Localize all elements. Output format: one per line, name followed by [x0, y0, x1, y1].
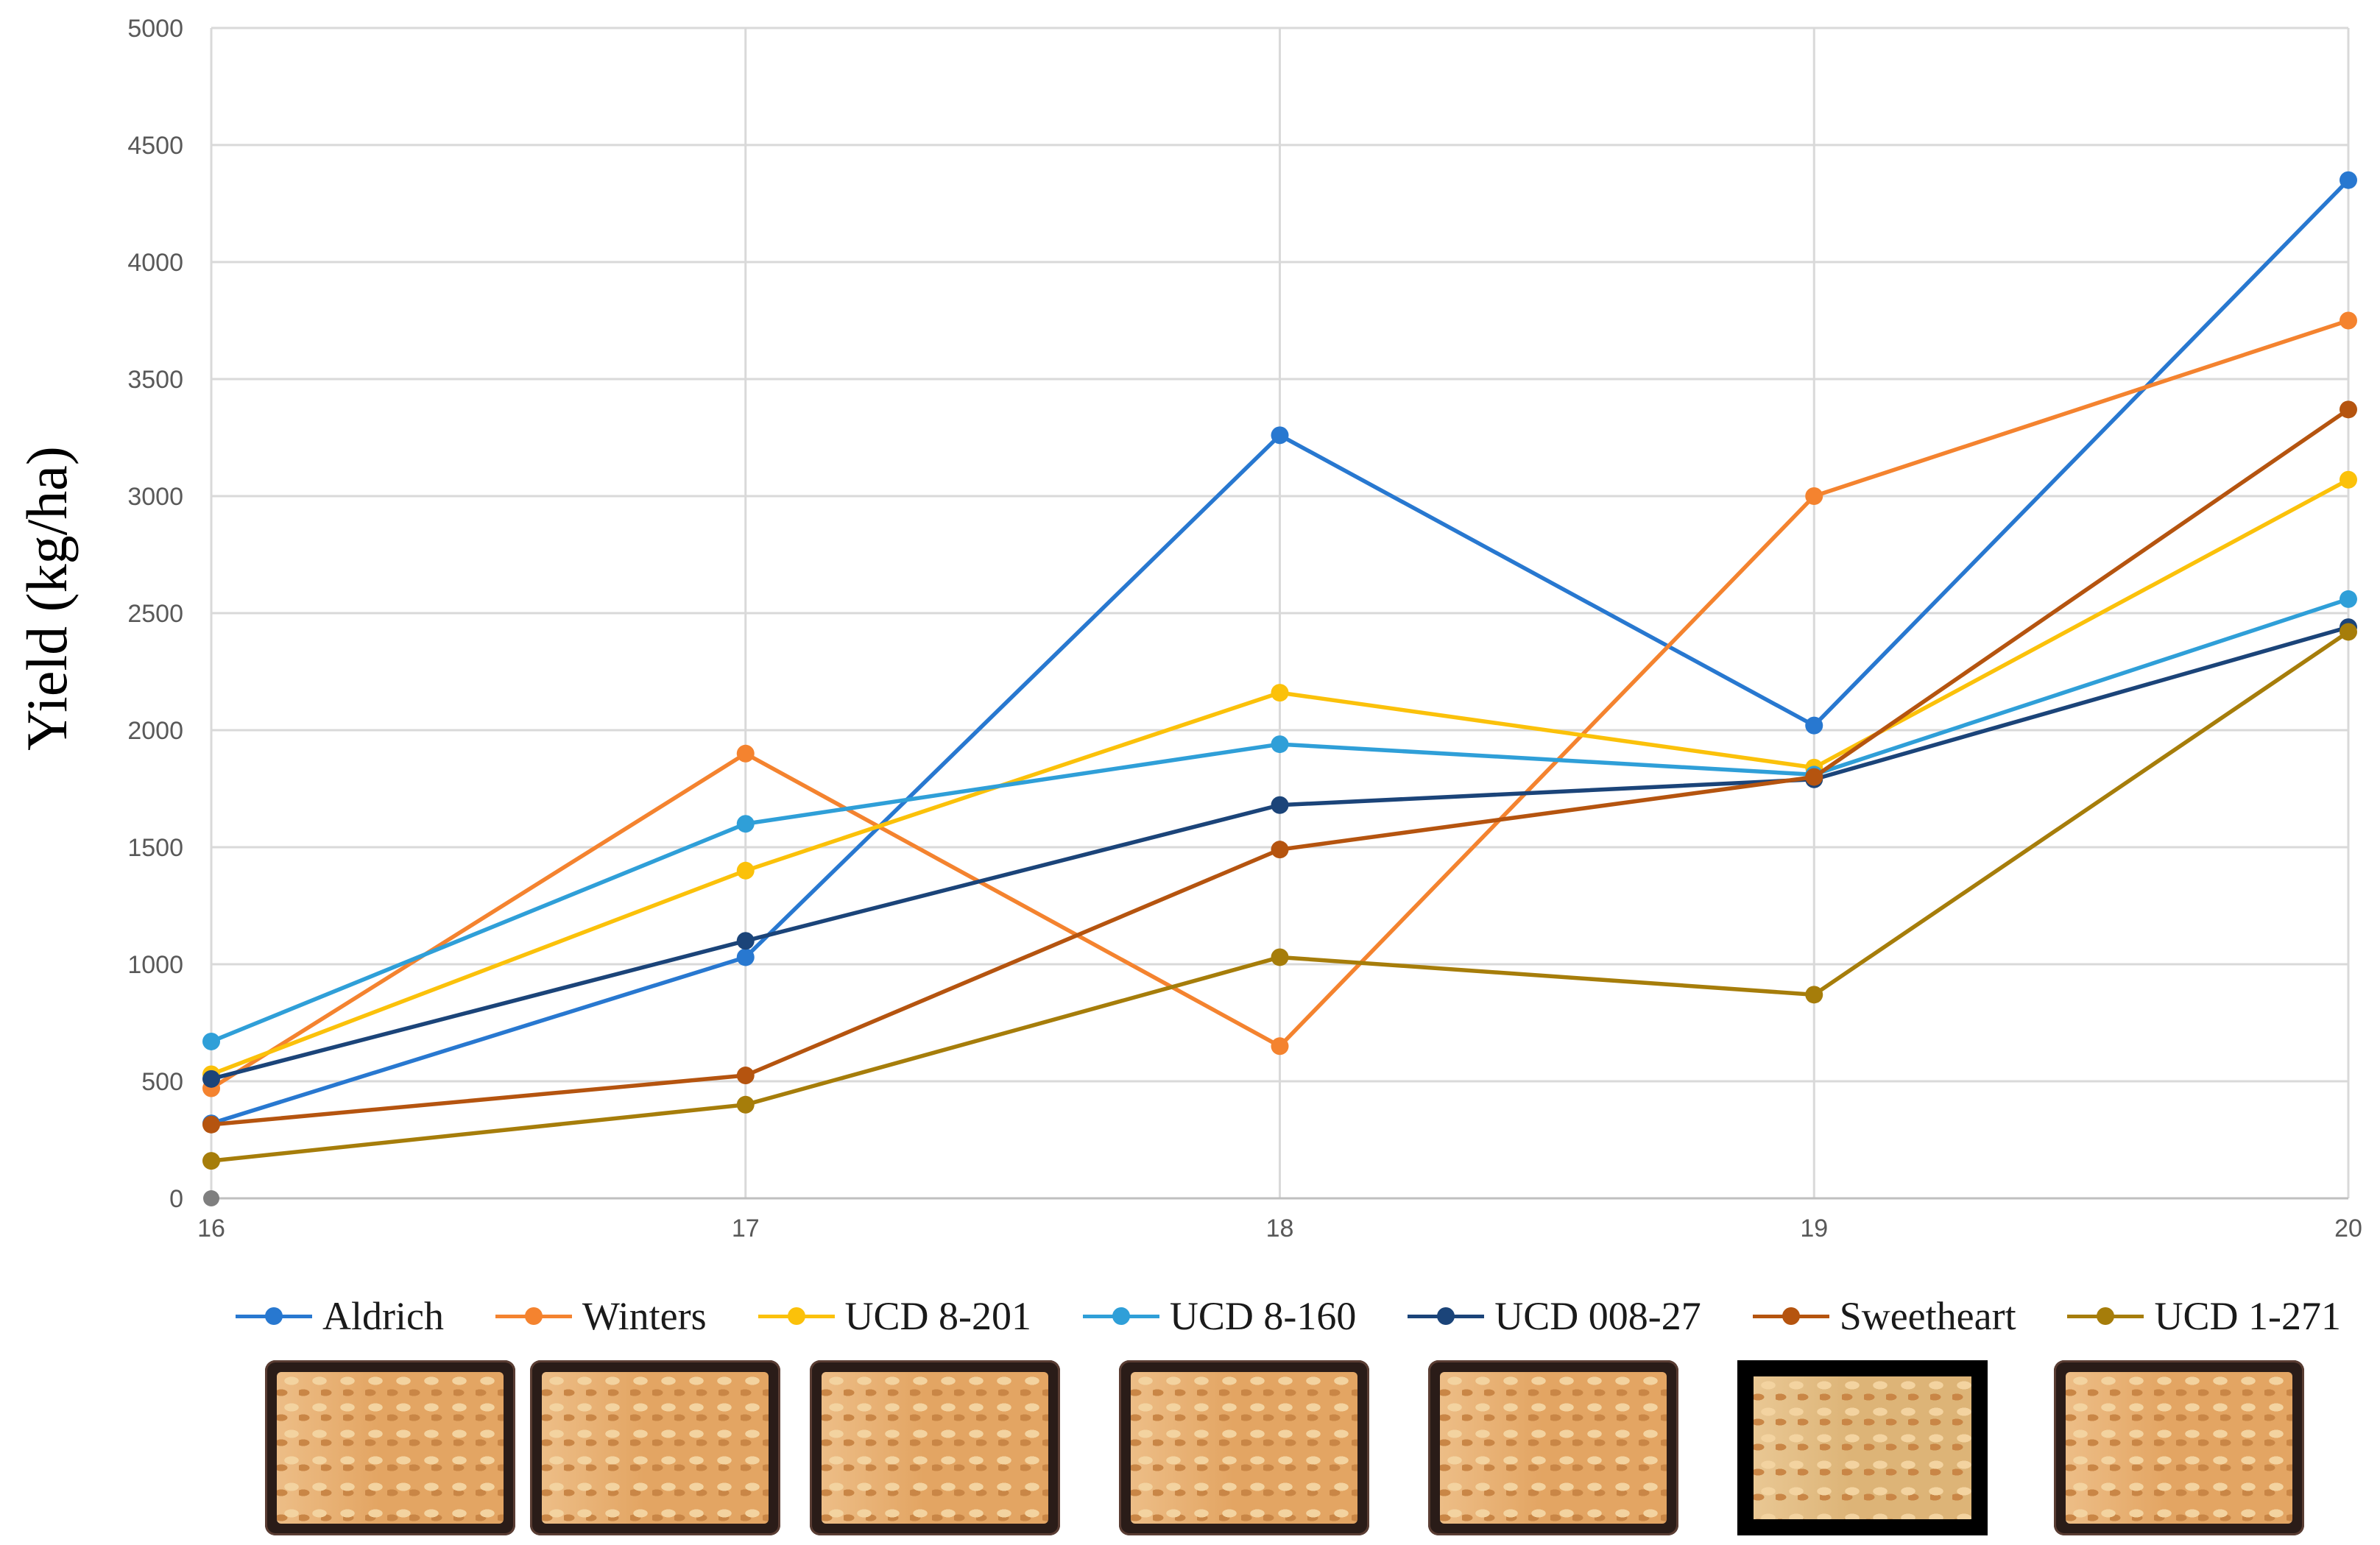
legend-item: UCD 1-271 [2067, 1293, 2341, 1339]
yield-line-chart: 0 500 1000 1500 2000 2500 3000 3500 4000 4500 5000… [15, 15, 2362, 1242]
legend-swatch-icon [1752, 1301, 1829, 1331]
y-axis-title: Yield (kg/ha) [15, 446, 79, 751]
y-tick-label: 4500 [127, 132, 183, 160]
x-tick-label: 17 [732, 1215, 760, 1242]
data-point [736, 948, 755, 966]
data-point [202, 1032, 220, 1050]
x-tick-label: 18 [1266, 1215, 1294, 1242]
legend-item: Aldrich [236, 1293, 444, 1339]
series-ucd-1-271 [202, 623, 2357, 1170]
y-tick-label: 1000 [127, 951, 183, 979]
legend-label: UCD 1-271 [2154, 1294, 2341, 1338]
legend-item: Sweetheart [1752, 1293, 2016, 1339]
legend-item: UCD 8-201 [758, 1293, 1032, 1339]
data-point [736, 861, 755, 880]
data-point [2340, 470, 2357, 489]
data-point [1805, 716, 1823, 735]
legend-label: Sweetheart [1839, 1294, 2016, 1338]
legend-swatch-icon [2067, 1301, 2144, 1331]
gridlines [210, 26, 2350, 1200]
almond-photo-winters [530, 1360, 780, 1535]
y-tick-label: 5000 [127, 15, 183, 43]
legend-label: UCD 8-160 [1169, 1294, 1357, 1338]
y-tick-label: 500 [141, 1068, 183, 1096]
legend-swatch-icon [1408, 1301, 1485, 1331]
data-point [2340, 171, 2357, 189]
y-tick-label: 3000 [127, 483, 183, 511]
legend: Aldrich Winters UCD 8-201 UCD 8-160 UCD 008-… [236, 1287, 2341, 1346]
data-point [736, 815, 755, 833]
legend-item: UCD 8-160 [1082, 1293, 1357, 1339]
legend-item: UCD 008-27 [1408, 1293, 1701, 1339]
data-point [2340, 590, 2357, 608]
legend-item: Winters [495, 1293, 707, 1339]
data-point [1805, 986, 1823, 1004]
almond-photo-sweetheart [1737, 1360, 1988, 1535]
data-point [202, 1115, 220, 1134]
legend-label: Aldrich [322, 1294, 444, 1338]
data-point [1805, 487, 1823, 505]
legend-label: Winters [582, 1294, 707, 1338]
legend-swatch-icon [758, 1301, 835, 1331]
data-point [1271, 735, 1289, 754]
y-tick-label: 4000 [127, 249, 183, 277]
y-tick-label: 3500 [127, 366, 183, 394]
data-point [2340, 400, 2357, 419]
data-point [1271, 1037, 1289, 1056]
data-point [736, 744, 755, 763]
data-point [1271, 796, 1289, 814]
data-point [2340, 623, 2357, 641]
x-tick-label: 20 [2334, 1215, 2362, 1242]
y-tick-label: 2500 [127, 600, 183, 628]
series-sweetheart [202, 400, 2357, 1134]
y-tick-label: 0 [169, 1185, 183, 1213]
almond-photo-ucd-8-160 [1119, 1360, 1369, 1535]
data-series [202, 171, 2357, 1206]
legend-label: UCD 8-201 [844, 1294, 1032, 1338]
almond-photo-ucd-1-271 [2054, 1360, 2304, 1535]
data-point [1271, 841, 1289, 859]
data-point [736, 1095, 755, 1114]
legend-swatch-icon [236, 1301, 312, 1331]
data-point [1271, 426, 1289, 445]
data-point [1271, 948, 1289, 966]
almond-photo-ucd-008-27 [1428, 1360, 1678, 1535]
x-tick-label: 16 [197, 1215, 225, 1242]
legend-label: UCD 008-27 [1494, 1294, 1701, 1338]
data-point [1271, 684, 1289, 702]
data-point [202, 1152, 220, 1170]
data-point [1805, 768, 1823, 786]
y-tick-label: 1500 [127, 834, 183, 862]
data-point-zero [203, 1190, 219, 1206]
data-point [2340, 311, 2357, 330]
data-point [736, 932, 755, 950]
x-tick-label: 19 [1800, 1215, 1828, 1242]
almond-photo-aldrich [265, 1360, 515, 1535]
y-tick-label: 2000 [127, 717, 183, 745]
data-point [202, 1070, 220, 1088]
axis-tick-labels: 0 500 1000 1500 2000 2500 3000 3500 4000 4500 5000… [127, 15, 2362, 1242]
almond-photo-ucd-8-201 [810, 1360, 1060, 1535]
legend-swatch-icon [495, 1301, 572, 1331]
data-point [736, 1067, 755, 1085]
legend-swatch-icon [1082, 1301, 1159, 1331]
